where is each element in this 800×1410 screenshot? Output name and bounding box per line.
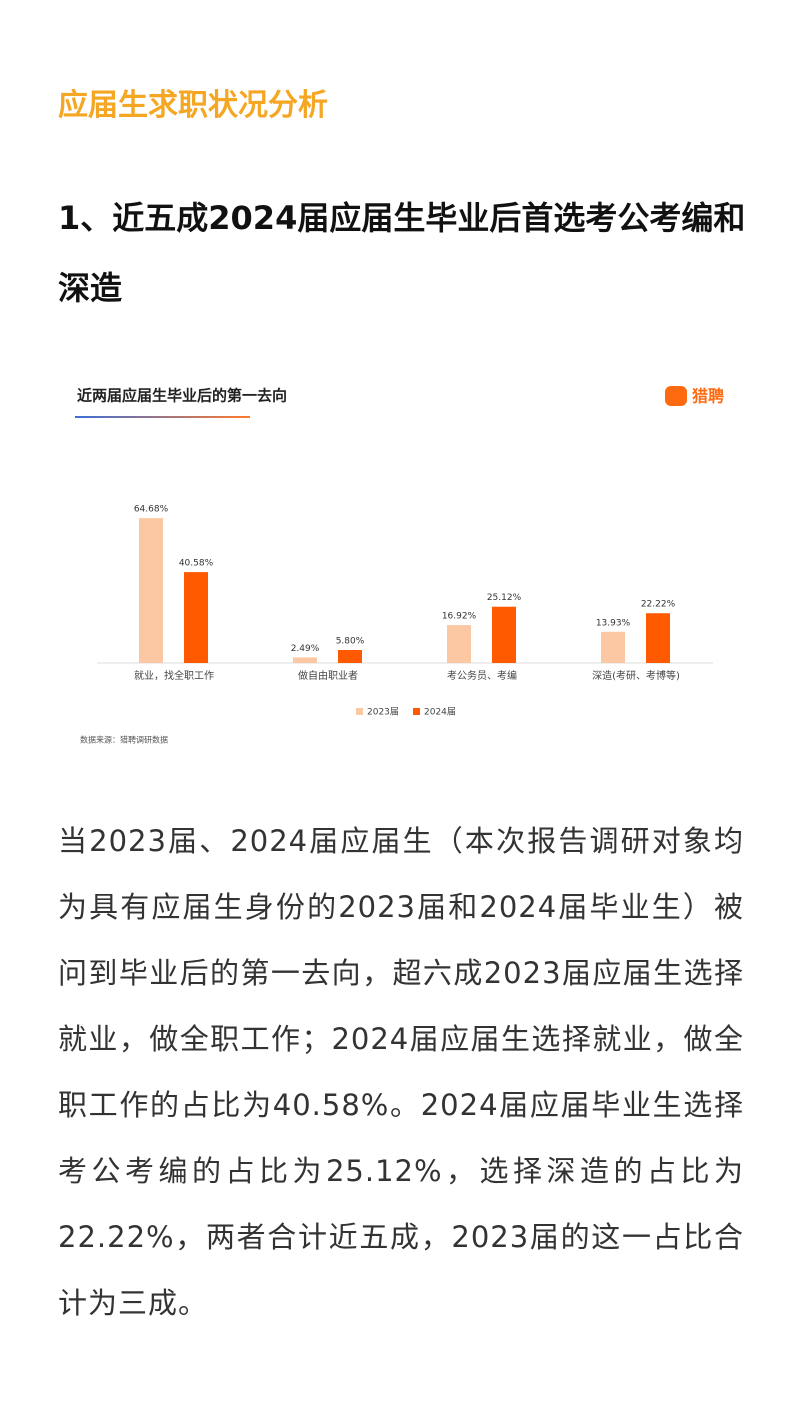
- legend-label: 2023届: [367, 707, 399, 718]
- bar: [338, 650, 362, 663]
- x-tick-label: 就业，找全职工作: [134, 669, 214, 682]
- heading: 1、近五成2024届应届生毕业后首选考公考编和深造: [58, 199, 746, 307]
- x-tick-label: 做自由职业者: [298, 669, 358, 682]
- chart: 近两届应届生毕业后的第一去向 猎聘 数据来源：猎聘调研数据 就业，找全职工作 64…: [75, 386, 724, 745]
- chart-title: 近两届应届生毕业后的第一去向: [77, 387, 287, 405]
- paragraph: 当2023届、2024届应届生（本次报告调研对象均为具有应届生身份的2023届和…: [58, 824, 744, 1320]
- value-label: 13.93%: [596, 618, 631, 628]
- bar: [139, 518, 163, 663]
- bar: [492, 606, 516, 663]
- section-title: 应届生求职状况分析: [58, 88, 328, 123]
- bar: [646, 613, 670, 663]
- value-label: 2.49%: [291, 644, 320, 654]
- value-label: 5.80%: [336, 637, 365, 647]
- bar: [184, 572, 208, 663]
- legend-swatch: [356, 708, 363, 715]
- bar: [601, 631, 625, 663]
- x-tick-label: 考公务员、考编: [447, 669, 517, 682]
- value-label: 22.22%: [641, 600, 676, 610]
- logo-text: 猎聘: [692, 387, 724, 406]
- legend-swatch: [413, 708, 420, 715]
- value-label: 16.92%: [442, 612, 477, 622]
- logo-icon: [665, 386, 687, 406]
- value-label: 64.68%: [134, 505, 169, 515]
- bar: [293, 657, 317, 663]
- x-tick-label: 深造(考研、考博等): [592, 669, 680, 682]
- value-label: 40.58%: [179, 559, 214, 569]
- value-label: 25.12%: [487, 593, 522, 603]
- title-underline: [75, 416, 250, 418]
- legend-label: 2024届: [424, 707, 456, 718]
- bar: [447, 625, 471, 663]
- source: 数据来源：猎聘调研数据: [80, 735, 168, 745]
